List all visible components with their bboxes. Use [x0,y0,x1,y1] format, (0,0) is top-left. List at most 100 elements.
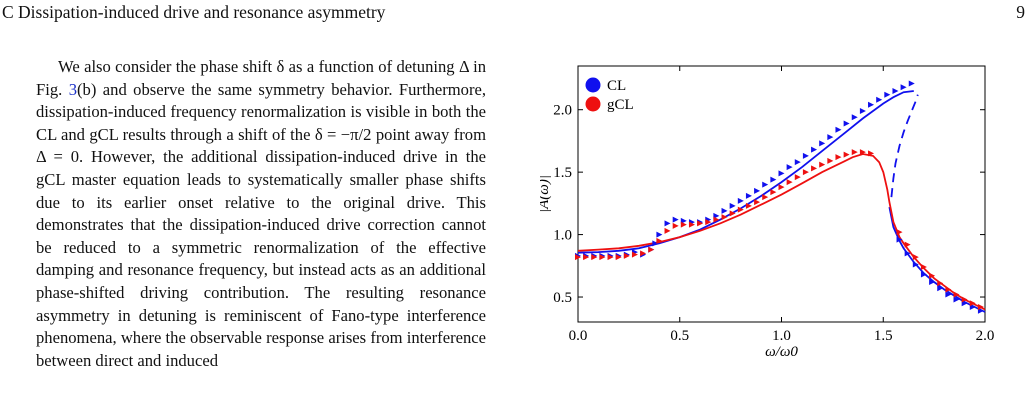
data-marker-gcl [648,246,655,253]
data-marker-gcl [794,174,801,181]
data-marker-gcl [937,280,944,287]
amplitude-figure: 0.0 0.5 1.0 1.5 2.0 0.5 1.0 1.5 2.0 ω/ω0 |A(ω)| CL g… [540,56,1028,407]
figure-ref-link[interactable]: 3 [68,79,78,99]
running-header: C Dissipation-induced drive and resonanc… [2,2,1025,24]
data-marker-cl [843,120,850,127]
data-marker-gcl [599,254,606,261]
y-axis-label: |A(ω)| [540,175,552,213]
data-marker-gcl [631,251,638,258]
y-tick-label: 1.0 [553,228,572,244]
data-marker-cl [664,220,671,227]
data-marker-gcl [697,220,704,227]
data-marker-gcl [802,169,809,176]
series-line-gcl [577,153,986,311]
data-marker-gcl [843,151,850,158]
data-marker-gcl [672,222,679,229]
data-marker-cl [929,279,936,286]
data-marker-gcl [945,286,952,293]
x-tick-label: 1.5 [874,328,893,344]
legend-marker-gcl [585,96,601,112]
paragraph-text: We also consider the phase shift δ as a … [36,56,486,372]
data-marker-gcl [688,221,695,228]
series-line-cl [890,94,919,198]
data-marker-cl [851,114,858,121]
data-marker-cl [652,240,659,247]
data-marker-gcl [656,237,663,244]
data-marker-gcl [961,296,968,303]
data-marker-cl [896,236,903,243]
data-marker-cl [737,197,744,204]
data-marker-cl [770,176,777,183]
series-line-cl [577,90,914,254]
data-marker-cl [859,107,866,114]
text-after-ref: (b) and observe the same symmetry behavi… [36,79,486,370]
data-marker-gcl [851,149,858,156]
data-marker-cl [778,170,785,177]
data-marker-cl [827,134,834,141]
data-marker-cl [908,80,915,87]
data-marker-gcl [762,194,769,201]
data-marker-gcl [819,161,826,168]
data-marker-gcl [920,264,927,271]
data-marker-gcl [778,184,785,191]
data-marker-gcl [904,241,911,248]
legend-label: CL [607,78,626,94]
data-marker-gcl [729,210,736,217]
data-marker-cl [819,140,826,147]
data-marker-cl [786,164,793,171]
data-marker-gcl [664,227,671,234]
data-marker-cl [953,296,960,303]
x-tick-label: 1.0 [772,328,791,344]
data-marker-cl [892,87,899,94]
data-marker-cl [912,261,919,268]
data-marker-gcl [615,254,622,261]
data-marker-gcl [583,254,590,261]
data-marker-gcl [977,304,984,311]
data-marker-cl [945,291,952,298]
data-marker-gcl [721,214,728,221]
data-marker-gcl [835,154,842,161]
data-marker-cl [721,207,728,214]
x-axis-label: ω/ω0 [765,344,798,360]
data-marker-cl [904,250,911,257]
data-marker-cl [920,271,927,278]
data-marker-gcl [623,252,630,259]
data-marker-gcl [929,272,936,279]
data-marker-gcl [786,179,793,186]
x-tick-label: 0.0 [569,328,588,344]
data-marker-gcl [859,149,866,156]
data-marker-cl [754,187,761,194]
page-number: 9 [1016,2,1025,22]
data-marker-cl [745,192,752,199]
data-marker-gcl [969,300,976,307]
data-marker-gcl [607,254,614,261]
data-marker-cl [900,84,907,91]
legend-label: gCL [607,97,634,113]
data-marker-cl [672,216,679,223]
x-tick-label: 0.5 [670,328,689,344]
data-marker-gcl [827,157,834,164]
data-marker-cl [794,159,801,166]
data-marker-cl [835,126,842,133]
data-marker-gcl [770,189,777,196]
data-marker-gcl [896,229,903,236]
data-marker-cl [802,152,809,159]
y-tick-label: 2.0 [553,103,572,119]
legend-marker-cl [585,77,601,93]
data-marker-cl [868,101,875,108]
data-marker-gcl [575,254,581,261]
section-heading: C Dissipation-induced drive and resonanc… [2,2,386,22]
x-tick-label: 2.0 [976,328,995,344]
data-marker-cl [656,231,663,238]
data-marker-cl [811,146,818,153]
data-marker-cl [729,202,736,209]
data-marker-gcl [705,219,712,226]
y-tick-label: 0.5 [553,290,572,306]
data-marker-gcl [953,291,960,298]
data-marker-gcl [745,202,752,209]
data-marker-gcl [591,254,598,261]
data-marker-gcl [680,221,687,228]
data-marker-cl [884,91,891,98]
data-marker-gcl [713,216,720,223]
data-marker-gcl [868,150,875,157]
